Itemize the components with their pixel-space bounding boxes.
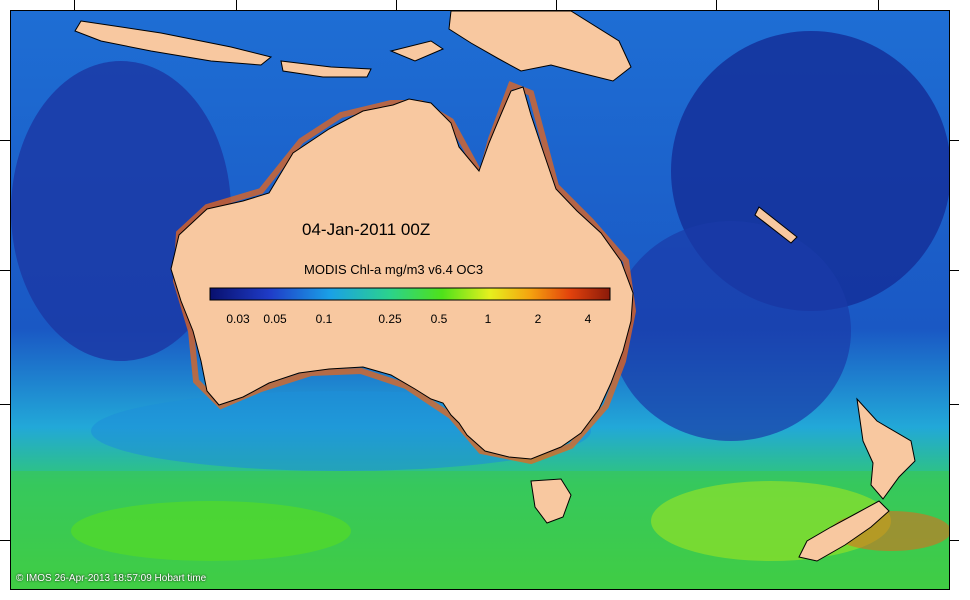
- chlorophyll-map: [11, 11, 949, 589]
- colorbar-label: 0.25: [378, 312, 402, 326]
- frame-tick: [716, 0, 717, 10]
- frame-tick: [396, 0, 397, 10]
- new-guinea: [448, 11, 632, 82]
- colorbar-title: MODIS Chl-a mg/m3 v6.4 OC3: [304, 262, 484, 277]
- frame-tick: [878, 0, 879, 10]
- new-caledonia: [754, 206, 798, 244]
- indonesia-lesser-sunda: [280, 60, 372, 78]
- frame-tick: [0, 404, 10, 405]
- colorbar-label: 0.03: [226, 312, 250, 326]
- frame-tick: [949, 270, 959, 271]
- map-frame: [10, 10, 950, 590]
- colorbar-label: 0.05: [263, 312, 287, 326]
- frame-tick: [556, 0, 557, 10]
- australia-landmass: [170, 86, 634, 460]
- indonesia-java: [74, 20, 273, 66]
- tasmania: [530, 478, 572, 524]
- colorbar-label: 1: [484, 312, 492, 326]
- frame-tick: [74, 0, 75, 10]
- deep-ocean-east: [611, 221, 851, 441]
- bloom-patch-1: [71, 501, 351, 561]
- copyright-text: © IMOS 26-Apr-2013 18:57:09 Hobart time: [16, 573, 207, 584]
- indonesia-timor: [389, 40, 445, 62]
- frame-tick: [236, 0, 237, 10]
- frame-tick: [949, 540, 959, 541]
- frame-tick: [0, 270, 10, 271]
- colorbar-label: 2: [534, 312, 542, 326]
- frame-tick: [0, 140, 10, 141]
- frame-tick: [949, 404, 959, 405]
- colorbar-gradient: [209, 287, 611, 301]
- colorbar-label: 0.5: [430, 312, 448, 326]
- new-zealand-north: [856, 397, 916, 500]
- colorbar-label: 0.1: [315, 312, 333, 326]
- colorbar-label: 4: [584, 312, 592, 326]
- coastal-high-rim: [172, 81, 637, 465]
- new-zealand-south: [798, 500, 890, 562]
- frame-tick: [949, 140, 959, 141]
- frame-tick: [0, 540, 10, 541]
- map-title: 04-Jan-2011 00Z: [302, 220, 431, 239]
